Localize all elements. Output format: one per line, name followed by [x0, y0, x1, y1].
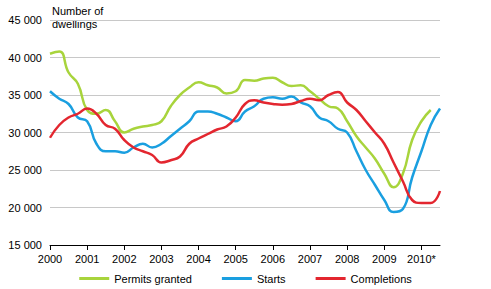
svg-text:2008: 2008: [335, 253, 359, 265]
svg-text:2001: 2001: [75, 253, 99, 265]
svg-text:20 000: 20 000: [8, 202, 42, 214]
svg-text:2002: 2002: [112, 253, 136, 265]
svg-text:2006: 2006: [261, 253, 285, 265]
svg-text:2005: 2005: [223, 253, 247, 265]
svg-text:40 000: 40 000: [8, 52, 42, 64]
svg-text:2000: 2000: [38, 253, 62, 265]
svg-text:25 000: 25 000: [8, 164, 42, 176]
svg-text:2007: 2007: [298, 253, 322, 265]
svg-text:Permits granted: Permits granted: [114, 273, 192, 285]
svg-text:2003: 2003: [149, 253, 173, 265]
svg-text:Completions: Completions: [351, 273, 413, 285]
svg-text:Number of: Number of: [52, 5, 104, 17]
svg-text:Starts: Starts: [257, 273, 286, 285]
svg-text:2010*: 2010*: [407, 253, 436, 265]
svg-text:45 000: 45 000: [8, 14, 42, 26]
svg-text:2009: 2009: [372, 253, 396, 265]
svg-text:dwellings: dwellings: [52, 18, 98, 30]
svg-text:2004: 2004: [186, 253, 210, 265]
svg-text:35 000: 35 000: [8, 89, 42, 101]
svg-text:15 000: 15 000: [8, 239, 42, 251]
svg-text:30 000: 30 000: [8, 127, 42, 139]
